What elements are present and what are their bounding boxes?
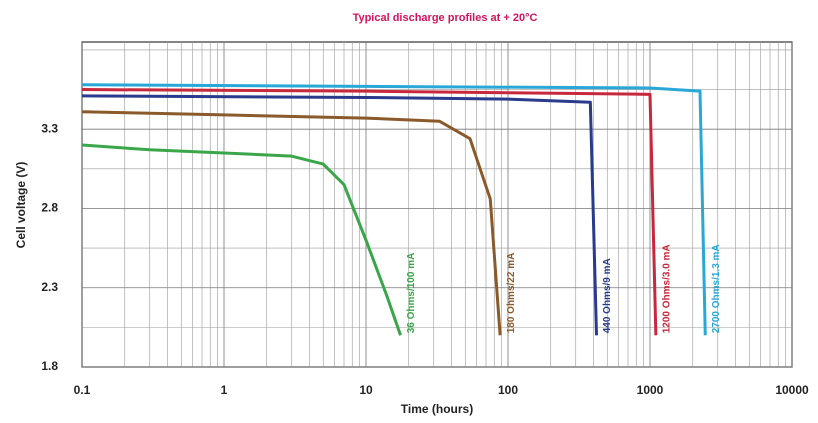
series-line: [81, 143, 402, 336]
series-line: [81, 110, 502, 336]
y-tick-label: 3.3: [41, 121, 58, 135]
x-tick-label: 1000: [637, 383, 664, 397]
x-axis-label: Time (hours): [401, 402, 473, 416]
x-tick-label: 100: [498, 383, 518, 397]
series-label: 2700 Ohms/1.3 mA: [711, 244, 722, 333]
y-axis-label: Cell voltage (V): [14, 162, 28, 249]
series-line: [81, 88, 658, 336]
series-label: 440 Ohms/9 mA: [602, 258, 613, 333]
series-label: 36 Ohms/100 mA: [406, 253, 417, 334]
y-tick-label: 1.8: [41, 359, 58, 373]
x-tick-label: 10: [359, 383, 373, 397]
series-label: 180 Ohms/22 mA: [506, 253, 517, 334]
series-label: 1200 Ohms/3.0 mA: [662, 244, 673, 333]
series-line: [81, 83, 707, 336]
series-line: [81, 94, 599, 336]
y-tick-label: 2.8: [41, 201, 58, 215]
x-tick-label: 0.1: [74, 383, 91, 397]
y-tick-label: 2.3: [41, 280, 58, 294]
chart-title: Typical discharge profiles at + 20°C: [353, 12, 538, 24]
x-tick-label: 10000: [775, 383, 809, 397]
x-tick-label: 1: [221, 383, 228, 397]
